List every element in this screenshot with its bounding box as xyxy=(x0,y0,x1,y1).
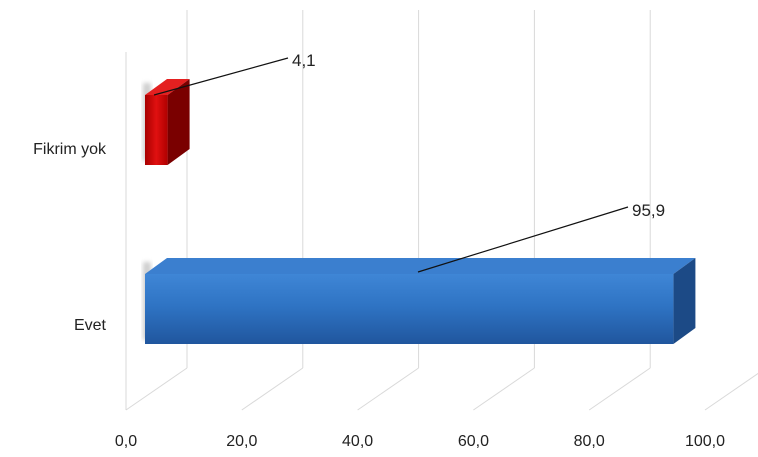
y-category-label: Fikrim yok xyxy=(33,141,107,158)
x-tick-label: 100,0 xyxy=(685,433,725,450)
x-tick-label: 40,0 xyxy=(342,433,373,450)
label-leaders xyxy=(153,57,629,273)
bar-side-face xyxy=(167,79,190,165)
floor-gridline xyxy=(357,367,419,411)
x-tick-label: 0,0 xyxy=(115,433,137,450)
y-category-label: Evet xyxy=(74,317,107,334)
floor-gridline xyxy=(125,367,188,411)
floor-gridline xyxy=(241,367,304,411)
data-label-leader xyxy=(153,57,289,96)
data-label: 4,1 xyxy=(292,51,316,70)
floor-gridline xyxy=(588,367,651,411)
bars xyxy=(143,79,696,344)
labels: 0,0 20,0 40,0 60,0 80,0 100,0 Fikrim yok 4,1 Eve… xyxy=(33,51,725,450)
data-label: 95,9 xyxy=(632,201,665,220)
data-label-leader xyxy=(417,206,629,273)
bar-side-face xyxy=(673,258,696,344)
x-tick-label: 20,0 xyxy=(226,433,257,450)
x-tick-label: 80,0 xyxy=(574,433,605,450)
floor-gridline xyxy=(473,367,535,411)
floor-gridline xyxy=(704,372,758,411)
bar-evet xyxy=(145,274,674,344)
bar-top-face xyxy=(145,258,696,274)
x-tick-label: 60,0 xyxy=(458,433,489,450)
bar-fikrim-yok xyxy=(145,95,168,165)
bar-top-face xyxy=(145,79,190,95)
